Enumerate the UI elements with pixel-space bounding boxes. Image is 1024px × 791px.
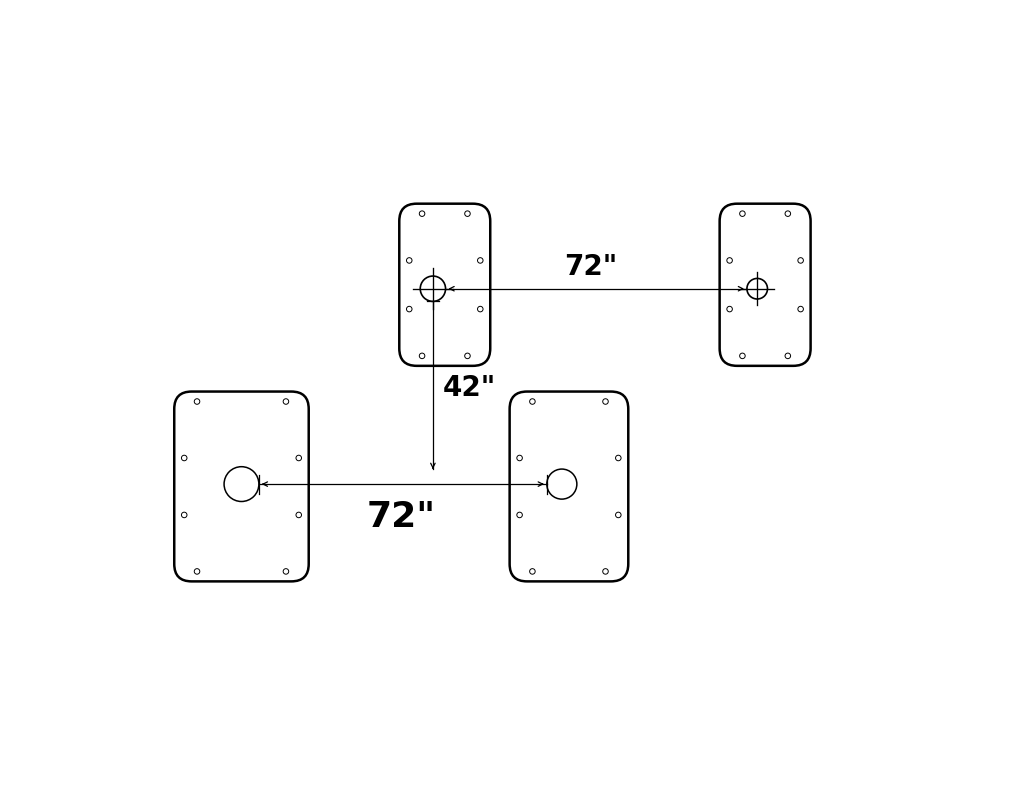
FancyBboxPatch shape [174, 392, 308, 581]
Text: 42": 42" [442, 373, 496, 402]
FancyBboxPatch shape [510, 392, 629, 581]
Text: 72": 72" [564, 253, 617, 281]
FancyBboxPatch shape [399, 204, 490, 365]
Text: 72": 72" [367, 500, 436, 534]
FancyBboxPatch shape [720, 204, 811, 365]
